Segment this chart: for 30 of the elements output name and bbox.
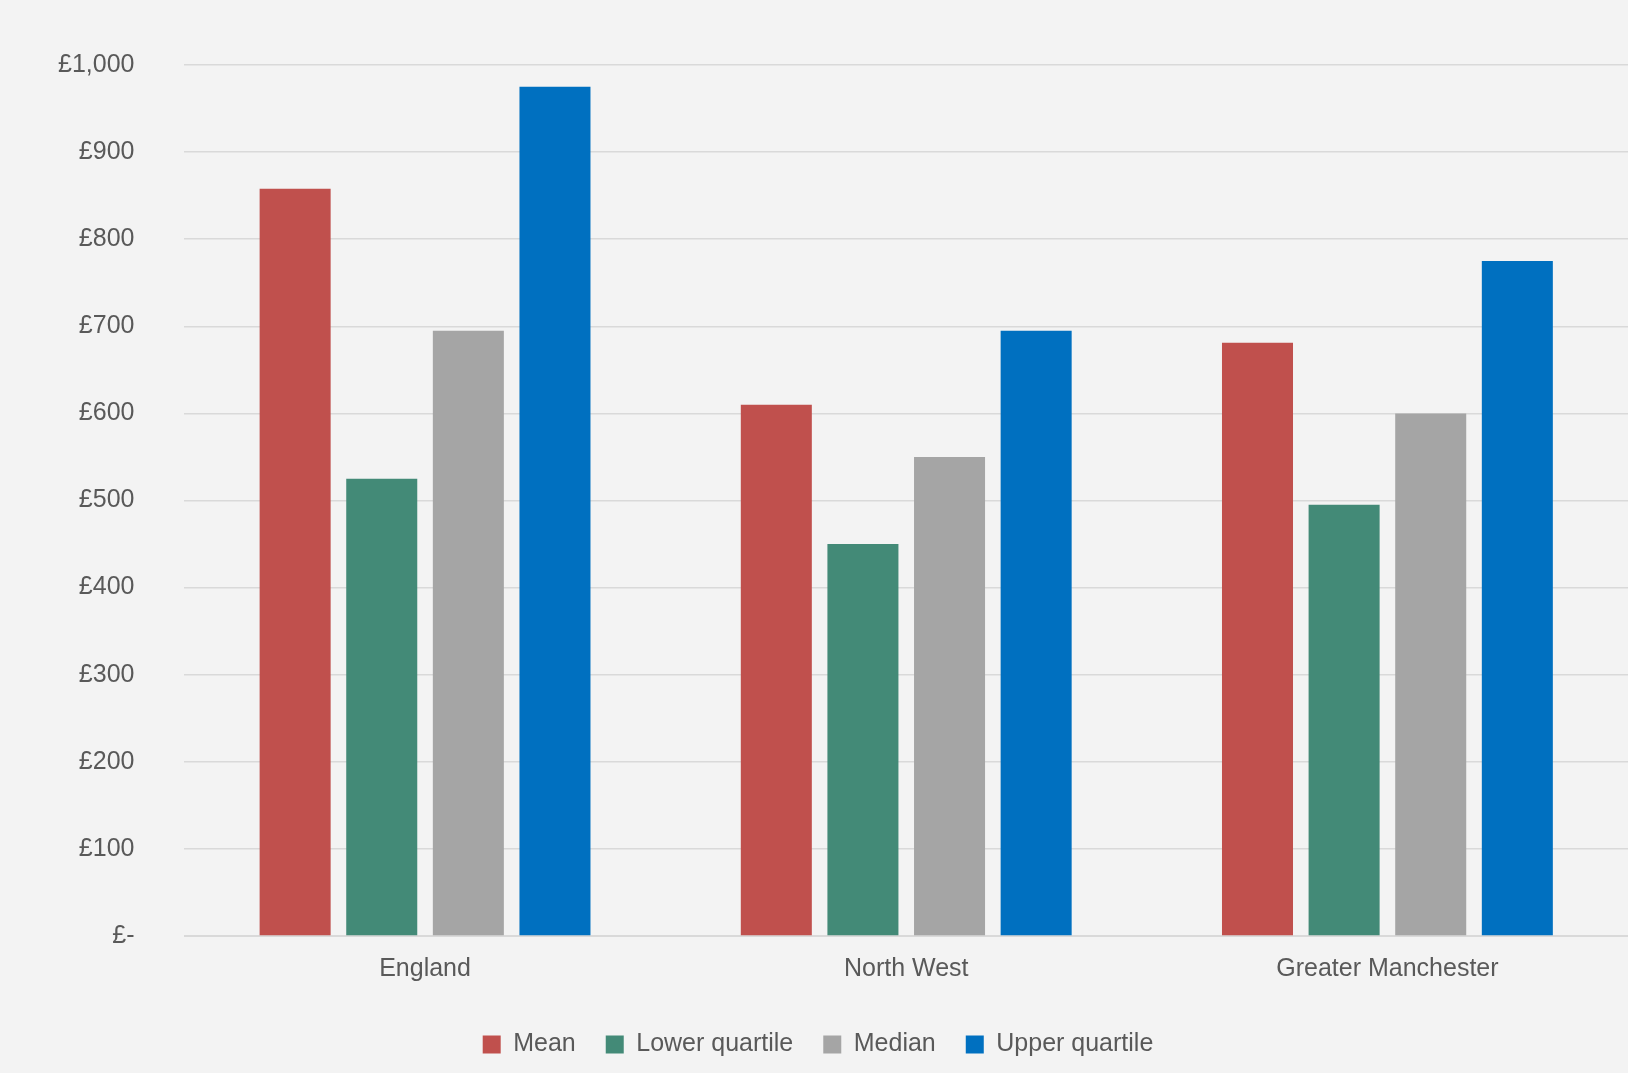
x-tick-label: England	[379, 952, 471, 981]
bar	[259, 188, 331, 936]
bar	[1395, 413, 1467, 936]
legend-label: Upper quartile	[996, 1028, 1154, 1057]
y-tick-label: £500	[78, 484, 135, 513]
bar	[519, 86, 591, 936]
bar	[432, 330, 504, 936]
bar	[914, 456, 986, 936]
bar	[346, 478, 418, 936]
y-tick-label: £800	[78, 223, 135, 252]
legend-label: Mean	[513, 1028, 576, 1057]
y-tick-label: £1,000	[58, 48, 135, 77]
y-tick-label: £100	[78, 832, 135, 861]
y-tick-label: £700	[78, 310, 135, 339]
legend-label: Lower quartile	[636, 1028, 794, 1057]
y-tick-label: £300	[78, 658, 135, 687]
y-tick-label: £600	[78, 397, 135, 426]
y-tick-label: £400	[78, 571, 135, 600]
legend-label: Median	[853, 1028, 936, 1057]
bar	[1221, 342, 1293, 936]
y-tick-label: £-	[112, 919, 135, 948]
x-tick-label: Greater Manchester	[1276, 952, 1499, 981]
bar	[1481, 260, 1553, 936]
bar	[740, 404, 812, 936]
bar	[1308, 504, 1380, 936]
bar	[827, 544, 899, 936]
y-tick-label: £900	[78, 135, 135, 164]
bar	[1000, 330, 1072, 936]
y-tick-label: £200	[78, 745, 135, 774]
x-tick-label: North West	[843, 952, 969, 981]
